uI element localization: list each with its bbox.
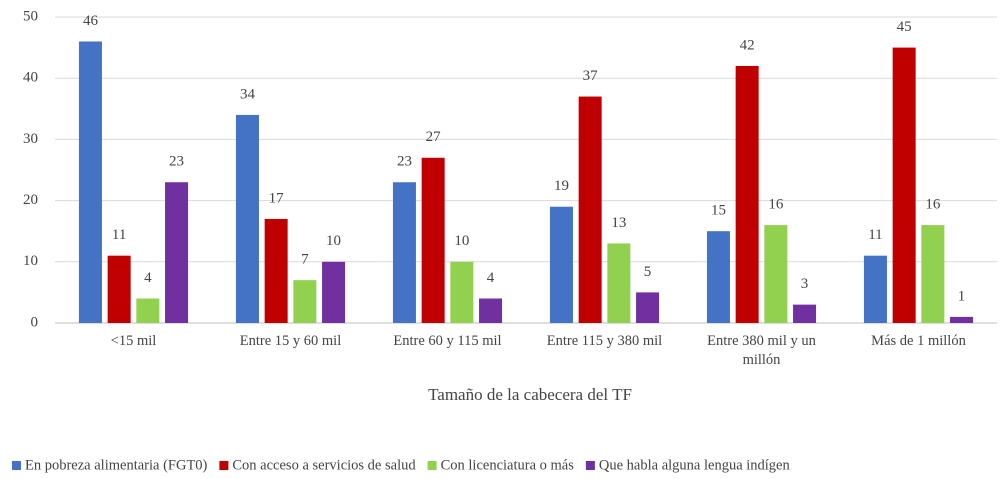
value-label: 23 xyxy=(169,154,184,170)
x-tick-label-box: <15 mil xyxy=(110,333,157,349)
bar xyxy=(735,65,759,324)
value-label: 19 xyxy=(554,178,569,194)
value-label: 27 xyxy=(426,129,442,145)
y-tick-label: 30 xyxy=(23,131,38,147)
y-tick-label: 50 xyxy=(23,8,38,24)
bar xyxy=(549,206,573,323)
legend-label: Que habla alguna lengua indígen xyxy=(599,457,791,473)
bar xyxy=(235,114,259,323)
bar xyxy=(450,261,474,323)
value-label: 7 xyxy=(301,252,309,268)
x-tick-label-box: Más de 1 millón xyxy=(871,333,966,349)
value-label: 17 xyxy=(269,190,285,206)
y-tick-label: 20 xyxy=(23,192,38,208)
x-tick-label-box: Entre 115 y 380 mil xyxy=(546,333,663,349)
value-label: 5 xyxy=(644,264,652,280)
bar xyxy=(921,225,945,323)
legend-label: Con licenciatura o más xyxy=(441,457,575,473)
value-label: 45 xyxy=(897,19,912,35)
x-tick-label-box: Entre 60 y 115 mil xyxy=(393,333,502,349)
value-label: 34 xyxy=(240,86,256,102)
bar xyxy=(793,304,817,323)
value-label: 10 xyxy=(326,233,341,249)
value-label: 23 xyxy=(397,154,412,170)
value-label: 10 xyxy=(454,233,469,249)
bar xyxy=(165,182,189,323)
legend-swatch xyxy=(12,461,21,470)
x-tick-label: Entre 60 y 115 mil xyxy=(393,333,502,349)
bar xyxy=(479,298,503,323)
bar xyxy=(607,243,631,323)
bar xyxy=(764,225,788,323)
bar xyxy=(264,218,288,323)
x-tick-label: Entre 115 y 380 mil xyxy=(546,333,663,349)
value-label: 4 xyxy=(487,270,495,286)
y-tick-label: 0 xyxy=(31,314,39,330)
bar xyxy=(950,316,974,323)
value-label: 1 xyxy=(958,288,966,304)
value-label: 16 xyxy=(925,197,941,213)
legend-label: Con acceso a servicios de salud xyxy=(232,457,416,473)
value-label: 13 xyxy=(611,215,626,231)
value-label: 37 xyxy=(583,68,599,84)
x-tick-label: Más de 1 millón xyxy=(871,333,966,349)
x-tick-label: Entre 15 y 60 mil xyxy=(239,333,342,349)
bar xyxy=(706,231,730,323)
value-label: 16 xyxy=(768,197,784,213)
value-label: 15 xyxy=(711,203,726,219)
x-axis-title: Tamaño de la cabecera del TF xyxy=(428,385,632,404)
value-label: 46 xyxy=(83,13,99,29)
legend-swatch xyxy=(219,461,229,470)
x-tick-label-box: Entre 15 y 60 mil xyxy=(239,333,342,349)
legend-swatch xyxy=(585,461,595,470)
bar xyxy=(293,280,317,323)
bar xyxy=(421,157,445,323)
bar xyxy=(107,255,131,323)
bar xyxy=(892,47,916,323)
bar xyxy=(863,255,887,323)
legend-swatch xyxy=(427,461,437,470)
value-label: 4 xyxy=(144,270,152,286)
bar xyxy=(636,292,660,323)
x-tick-label-box: Entre 380 mil y un millón xyxy=(707,333,816,368)
legend-label: En pobreza alimentaria (FGT0) xyxy=(25,457,208,473)
value-label: 11 xyxy=(868,227,882,243)
x-tick-label: Entre 380 mil y un millón xyxy=(707,333,816,368)
bar xyxy=(392,182,416,323)
bar xyxy=(578,96,602,323)
y-tick-label: 10 xyxy=(23,253,38,269)
value-label: 3 xyxy=(801,276,809,292)
y-tick-label: 40 xyxy=(23,70,38,86)
bar xyxy=(78,41,102,323)
bar xyxy=(136,298,160,323)
value-label: 11 xyxy=(112,227,126,243)
x-tick-label: <15 mil xyxy=(110,333,157,349)
bar xyxy=(322,261,346,323)
value-label: 42 xyxy=(740,37,755,53)
